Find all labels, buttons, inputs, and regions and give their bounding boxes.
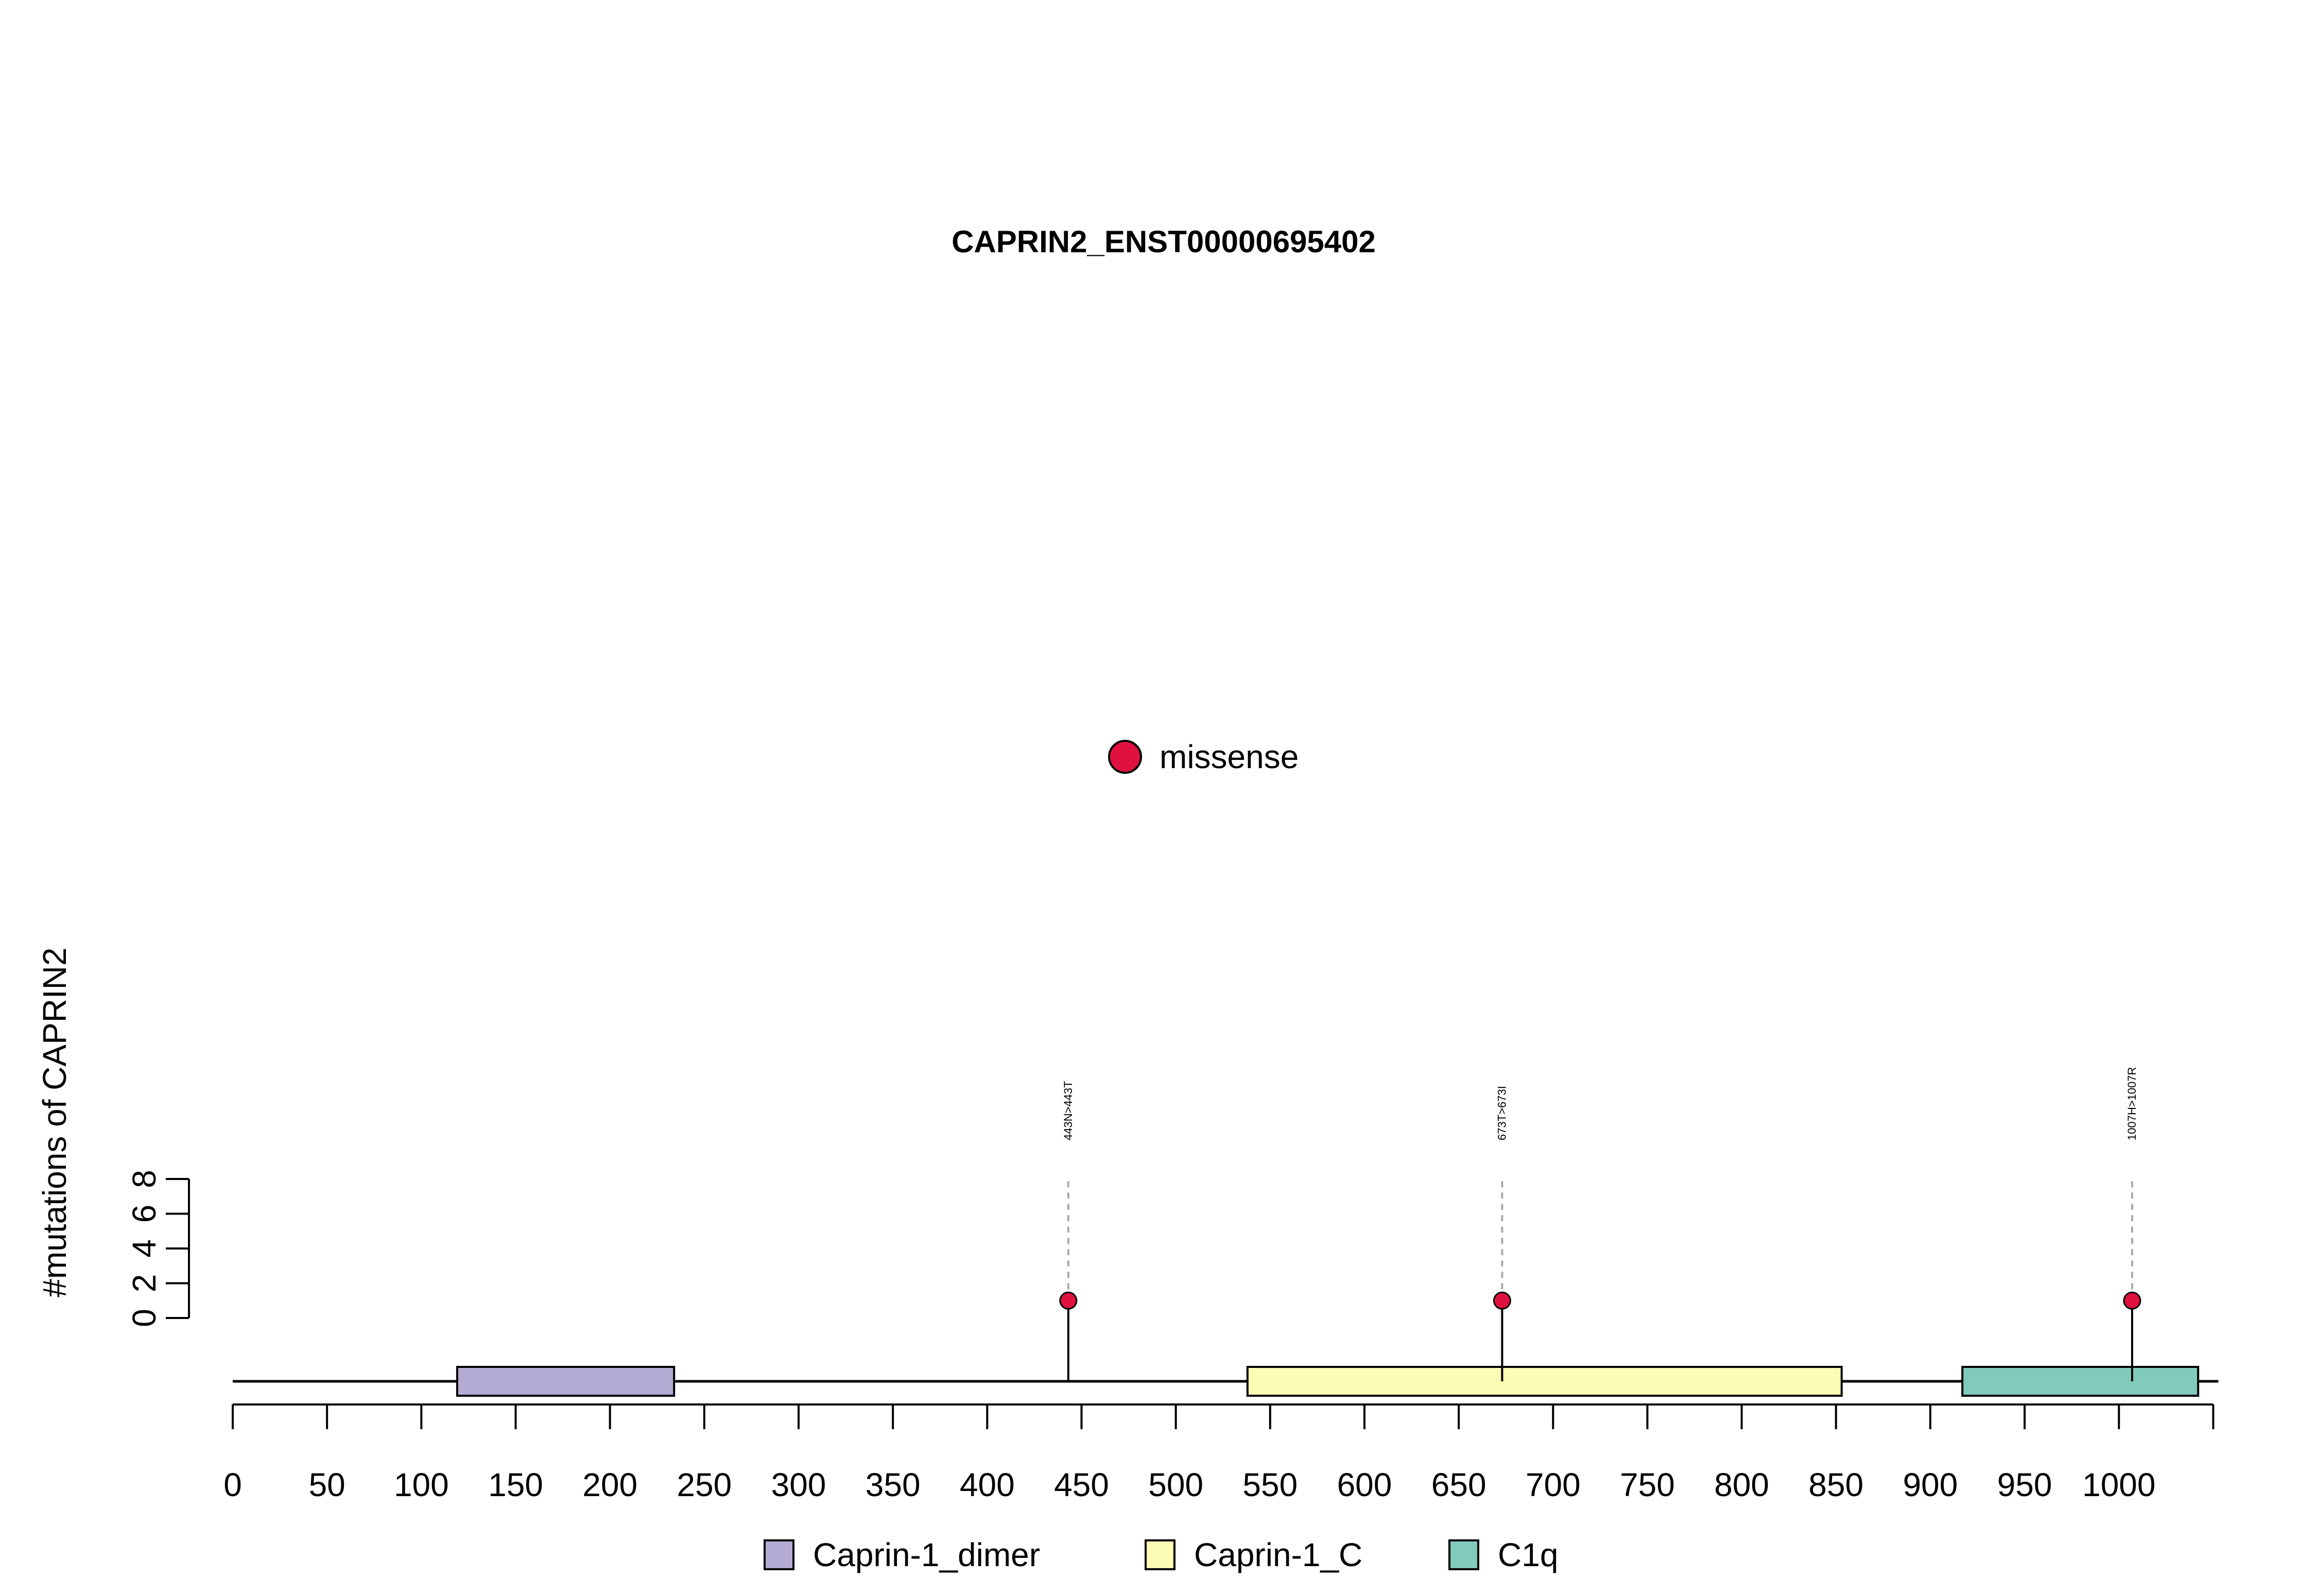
- y-tick-label: 0: [126, 1309, 163, 1327]
- y-tick-label: 8: [126, 1170, 163, 1188]
- legend-missense-label: missense: [1160, 738, 1299, 775]
- x-tick-label: 0: [223, 1466, 242, 1503]
- x-tick-label: 1000: [2082, 1466, 2155, 1503]
- domain-legend-swatch: [764, 1539, 794, 1570]
- domain-legend-swatch: [1145, 1539, 1175, 1570]
- lollipop-head: [1493, 1291, 1511, 1310]
- x-tick-label: 450: [1054, 1466, 1109, 1503]
- x-tick-label: 700: [1526, 1466, 1581, 1503]
- x-tick-label: 550: [1242, 1466, 1298, 1503]
- lollipop-head: [1059, 1291, 1078, 1310]
- y-axis-label: #mutations of CAPRIN2: [36, 947, 73, 1297]
- x-tick-label: 900: [1903, 1466, 1958, 1503]
- legend-missense-marker: [1108, 740, 1142, 774]
- domain-boxes: [456, 1366, 2200, 1397]
- mutation-label: 673T>673I: [1495, 1086, 1508, 1140]
- x-tick-label: 150: [488, 1466, 543, 1503]
- y-tick-label: 2: [126, 1274, 163, 1293]
- domain-box: [1961, 1366, 2200, 1397]
- x-axis: 0 50 100 150 200 250 300 350 400 450 500 550 600 650 7…: [223, 1403, 2215, 1503]
- x-tick-label: 400: [960, 1466, 1015, 1503]
- mutation-lollipops: 443N>443T 673T>673I 1007H>1007R: [1059, 1067, 2141, 1381]
- x-tick-label: 800: [1714, 1466, 1769, 1503]
- y-tick-label: 4: [126, 1239, 163, 1258]
- x-tick-label: 600: [1337, 1466, 1392, 1503]
- x-tick-label: 350: [866, 1466, 921, 1503]
- chart-title: CAPRIN2_ENST00000695402: [952, 224, 1376, 259]
- domain-legend: Caprin-1_dimer Caprin-1_C C1q: [764, 1536, 1558, 1573]
- x-tick-label: 300: [771, 1466, 826, 1503]
- x-tick-label: 50: [309, 1466, 345, 1503]
- y-tick-label: 6: [126, 1205, 163, 1223]
- x-tick-label: 100: [394, 1466, 449, 1503]
- x-tick-label: 750: [1620, 1466, 1675, 1503]
- domain-legend-swatch: [1448, 1539, 1479, 1570]
- mutation-legend: missense: [1108, 738, 1299, 775]
- x-tick-label: 200: [582, 1466, 637, 1503]
- domain-legend-label: C1q: [1498, 1536, 1558, 1573]
- x-tick-label: 500: [1148, 1466, 1203, 1503]
- x-tick-label: 850: [1808, 1466, 1863, 1503]
- x-tick-label: 950: [1997, 1466, 2052, 1503]
- y-axis: 0 2 4 6 8: [126, 1170, 190, 1327]
- domain-legend-label: Caprin-1_C: [1194, 1536, 1362, 1573]
- x-tick-label: 650: [1431, 1466, 1486, 1503]
- lollipop-head: [2123, 1291, 2141, 1310]
- x-tick-label: 250: [677, 1466, 732, 1503]
- mutation-label: 443N>443T: [1062, 1081, 1075, 1140]
- domain-box: [456, 1366, 676, 1397]
- mutation-label: 1007H>1007R: [2125, 1067, 2138, 1140]
- domain-legend-label: Caprin-1_dimer: [813, 1536, 1040, 1573]
- domain-box: [1246, 1366, 1843, 1397]
